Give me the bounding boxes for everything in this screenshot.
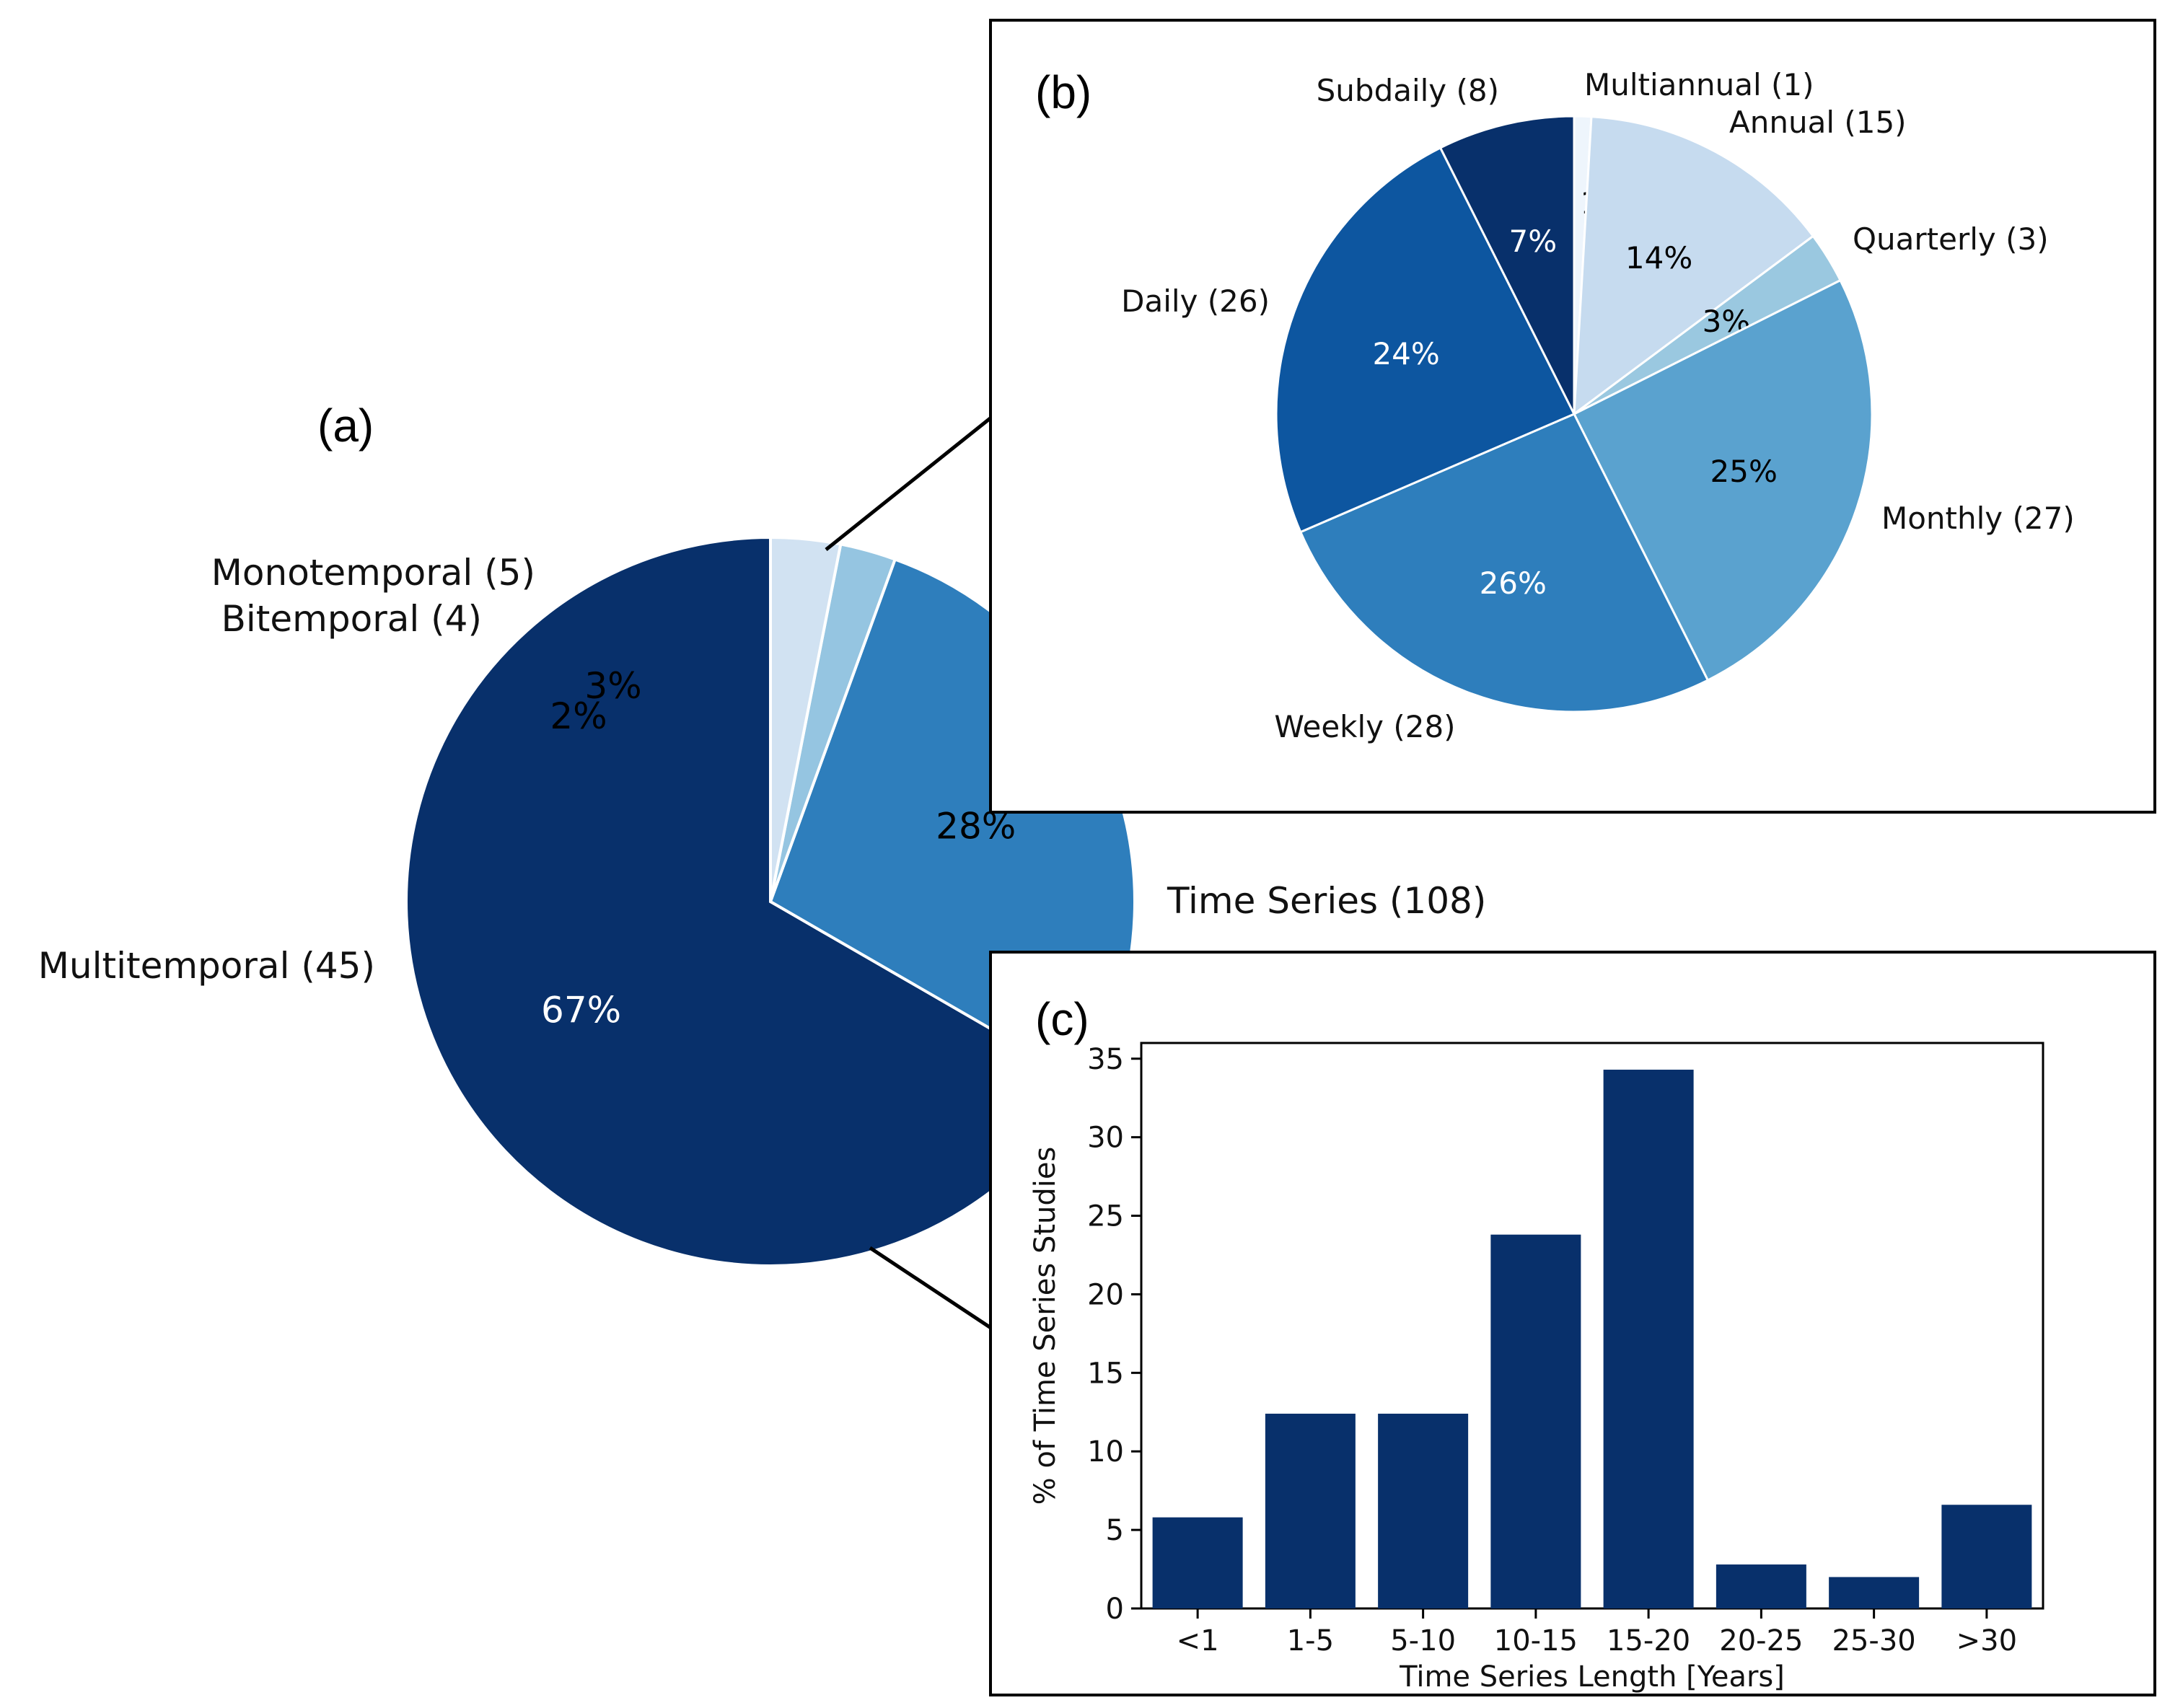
pie-chart-b: 1%Multiannual (1)14%Annual (15)3%Quarter… xyxy=(1121,67,2075,744)
y-tick-label: 0 xyxy=(1106,1593,1124,1626)
bar-15-20 xyxy=(1603,1070,1694,1608)
connector-line-c xyxy=(869,1246,993,1331)
y-tick-label: 15 xyxy=(1087,1357,1124,1390)
y-tick-label: 25 xyxy=(1087,1200,1124,1233)
bar-25-30 xyxy=(1829,1577,1920,1608)
pie-b-label-monthly-27: Monthly (27) xyxy=(1881,501,2075,536)
y-axis-label: % of Time Series Studies xyxy=(1029,1147,1062,1505)
bar-20-25 xyxy=(1716,1564,1806,1608)
pie-a-slice-time-series-108 xyxy=(405,536,1088,1267)
pie-a-label-time-series-108: Time Series (108) xyxy=(1167,880,1486,922)
pie-a-pct-bitemporal-4: 2% xyxy=(550,695,607,737)
pie-a-label-multitemporal-45: Multitemporal (45) xyxy=(38,945,375,987)
pie-b-label-multiannual-1: Multiannual (1) xyxy=(1584,67,1814,102)
y-tick-label: 30 xyxy=(1087,1122,1124,1155)
x-tick-label: 5-10 xyxy=(1390,1624,1456,1658)
bar-c-axes-frame xyxy=(1140,1042,2044,1610)
pie-a-pct-time-series-108: 67% xyxy=(541,990,621,1031)
bar-5-10 xyxy=(1378,1413,1469,1608)
bar-10-15 xyxy=(1490,1234,1581,1608)
pie-b-pct-weekly-28: 26% xyxy=(1480,565,1547,601)
bar-gt30 xyxy=(1941,1505,2032,1608)
panel-c-label: (c) xyxy=(1035,993,1089,1045)
y-tick-label: 35 xyxy=(1087,1043,1124,1076)
x-tick-label: 15-20 xyxy=(1607,1624,1690,1658)
x-tick-label: >30 xyxy=(1956,1624,2017,1658)
y-tick-label: 10 xyxy=(1087,1435,1124,1469)
pie-b-slice-daily-26 xyxy=(1275,146,1576,534)
pie-b-pct-annual-15: 14% xyxy=(1625,240,1692,276)
pie-a-label-bitemporal-4: Bitemporal (4) xyxy=(221,598,482,640)
connector-line-b xyxy=(825,415,993,551)
x-axis-label: Time Series Length [Years] xyxy=(1399,1660,1785,1694)
pie-b-label-annual-15: Annual (15) xyxy=(1729,105,1907,140)
pie-b-slice-annual-15 xyxy=(1573,115,1814,415)
pie-a-slice-monotemporal-5 xyxy=(769,536,843,903)
x-tick-label: 1-5 xyxy=(1287,1624,1334,1658)
x-tick-label: <1 xyxy=(1177,1624,1219,1658)
pie-b-slice-monthly-27 xyxy=(1573,279,1874,682)
pie-b-pct-monthly-27: 25% xyxy=(1710,454,1778,489)
pie-b-label-daily-26: Daily (26) xyxy=(1121,283,1270,319)
x-tick-label: 25-30 xyxy=(1832,1624,1916,1658)
pie-b-pct-subdaily-8: 7% xyxy=(1509,224,1558,259)
panel-b-label: (b) xyxy=(1035,66,1091,118)
panel-a-label: (a) xyxy=(317,400,374,452)
pie-b-slice-subdaily-8 xyxy=(1439,115,1576,415)
y-tick-label: 20 xyxy=(1087,1278,1124,1311)
pie-a-label-monotemporal-5: Monotemporal (5) xyxy=(211,552,535,594)
bar-chart-c: 0 5 10 15 20 25 30 35 <1 1-5 5-10 10-15 15-20 20-25 25… xyxy=(1029,1042,2044,1694)
x-tick-label: 10-15 xyxy=(1494,1624,1578,1658)
bar-1-5 xyxy=(1265,1413,1356,1608)
x-tick-label: 20-25 xyxy=(1719,1624,1803,1658)
pie-b-label-quarterly-3: Quarterly (3) xyxy=(1853,221,2049,257)
pie-b-pct-daily-26: 24% xyxy=(1372,336,1439,371)
bar-lt1 xyxy=(1152,1517,1243,1608)
y-tick-label: 5 xyxy=(1106,1514,1124,1547)
pie-b-label-weekly-28: Weekly (28) xyxy=(1274,709,1455,744)
pie-a-pct-monotemporal-5: 3% xyxy=(584,665,641,707)
pie-b-label-subdaily-8: Subdaily (8) xyxy=(1317,73,1499,108)
